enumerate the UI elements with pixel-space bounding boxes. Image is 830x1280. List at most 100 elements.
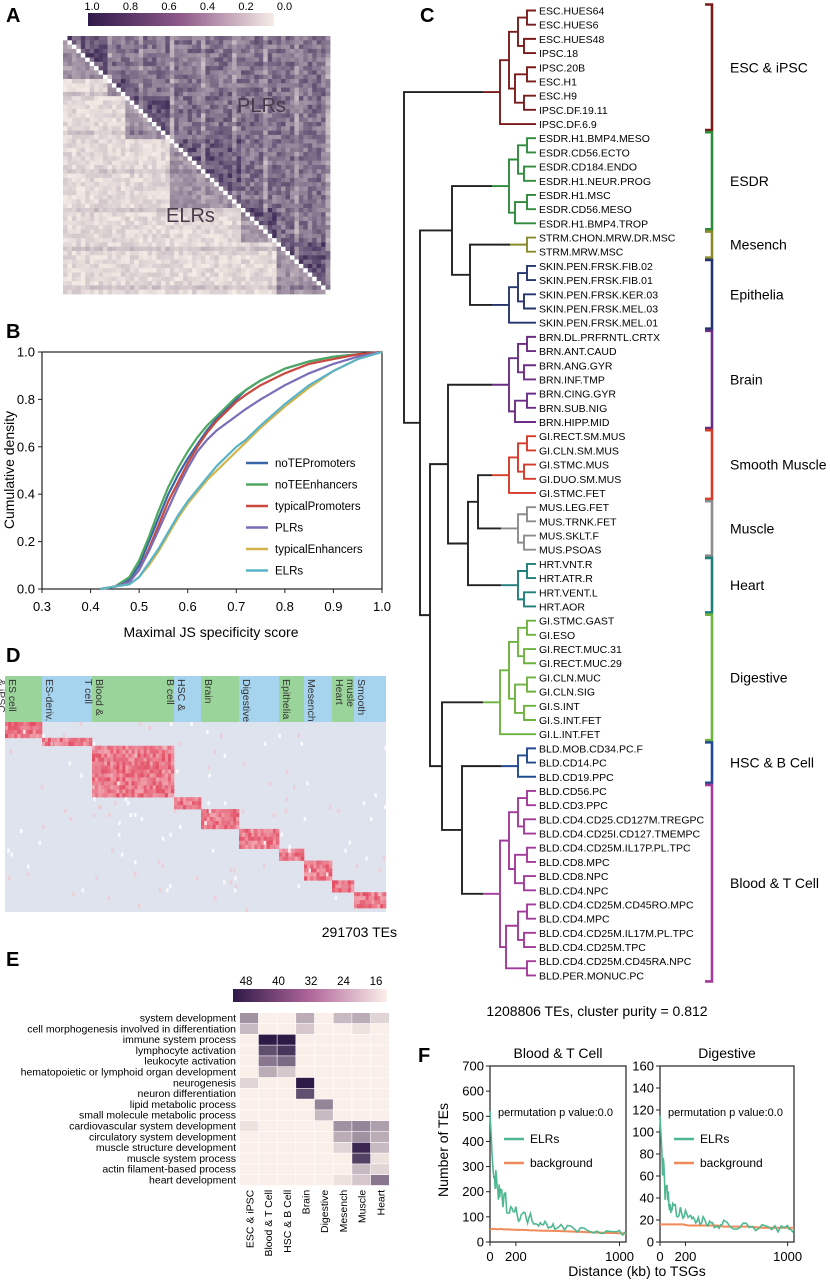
matrix-cell (294, 263, 300, 269)
matrix-cell (236, 177, 242, 183)
matrix-cell (241, 216, 246, 222)
matrix-cell (232, 289, 237, 295)
matrix-cell (316, 165, 322, 170)
leaf-label: GI.STMC.GAST (539, 616, 615, 628)
matrix-cell (169, 238, 175, 243)
matrix-cell (187, 199, 193, 205)
matrix-cell (174, 40, 180, 45)
matrix-cell (165, 87, 171, 93)
matrix-cell (236, 208, 242, 213)
matrix-cell (183, 801, 187, 806)
matrix-cell (289, 96, 295, 101)
matrix-cell (312, 220, 318, 226)
matrix-cell (249, 186, 255, 192)
group-label: Heart (333, 679, 345, 705)
matrix-cell (94, 173, 99, 179)
group-band (239, 676, 279, 722)
matrix-cell (156, 281, 162, 286)
matrix-cell (56, 737, 60, 743)
dendrogram-branch (526, 960, 536, 977)
panel-b-cumulative-plot: 0.3 0.4 0.5 0.6 0.7 0.8 0.9 1.00.00.20.40.60.81… (1, 345, 391, 641)
matrix-cell (205, 225, 211, 230)
matrix-cell (321, 177, 326, 183)
matrix-noise (176, 769, 179, 774)
matrix-cell (138, 126, 144, 131)
matrix-cell (147, 195, 153, 200)
go-cell (296, 1067, 315, 1078)
matrix-cell (227, 152, 233, 157)
matrix-noise (232, 868, 236, 873)
matrix-cell (192, 182, 197, 187)
matrix-cell (218, 117, 224, 123)
matrix-cell (103, 147, 108, 153)
matrix-cell (107, 61, 113, 67)
matrix-cell (38, 733, 43, 739)
matrix-cell (178, 57, 184, 63)
matrix-cell (152, 74, 157, 80)
matrix-cell (218, 156, 224, 162)
matrix-cell (143, 259, 148, 265)
matrix-cell (178, 113, 184, 119)
matrix-cell (103, 117, 108, 123)
matrix-cell (98, 117, 104, 123)
matrix-cell (374, 900, 378, 905)
matrix-cell (110, 785, 114, 790)
matrix-cell (143, 126, 148, 131)
matrix-cell (263, 195, 269, 200)
matrix-cell (303, 268, 309, 273)
matrix-cell (103, 57, 108, 63)
matrix-cell (196, 134, 202, 140)
matrix-cell (160, 203, 166, 209)
matrix-cell (152, 122, 157, 127)
matrix-noise (365, 856, 368, 861)
matrix-cell (89, 165, 95, 170)
matrix-cell (249, 87, 255, 93)
matrix-cell (205, 160, 211, 166)
dendrogram-branch (517, 272, 527, 303)
go-cell (258, 1056, 277, 1067)
matrix-cell (67, 87, 73, 93)
matrix-cell (321, 143, 326, 149)
matrix-cell (98, 761, 102, 766)
matrix-cell (116, 777, 120, 782)
matrix-cell (307, 83, 313, 88)
matrix-cell (263, 134, 269, 140)
matrix-cell (120, 199, 126, 205)
matrix-cell (143, 781, 147, 786)
matrix-cell (183, 70, 188, 76)
matrix-cell (63, 74, 68, 80)
matrix-cell (120, 143, 126, 149)
matrix-cell (289, 66, 295, 71)
matrix-cell (98, 199, 104, 205)
matrix-cell (281, 79, 286, 84)
matrix-cell (152, 100, 157, 106)
matrix-cell (111, 169, 117, 174)
go-term-label: cardiovascular system development (69, 1121, 236, 1133)
matrix-cell (258, 233, 264, 239)
matrix-noise (300, 741, 303, 746)
matrix-cell (125, 255, 131, 260)
matrix-cell (321, 126, 326, 131)
matrix-cell (267, 190, 273, 196)
matrix-cell (312, 66, 318, 71)
matrix-cell (254, 130, 260, 136)
matrix-cell (242, 840, 246, 846)
matrix-cell (281, 186, 286, 192)
matrix-cell (107, 66, 113, 71)
matrix-cell (206, 817, 211, 822)
matrix-cell (241, 113, 246, 119)
series-line-noTEEnhancers (100, 350, 383, 591)
matrix-cell (245, 186, 251, 192)
matrix-cell (200, 66, 206, 71)
matrix-cell (80, 61, 86, 67)
matrix-cell (147, 177, 153, 183)
matrix-cell (161, 745, 166, 751)
matrix-cell (205, 70, 211, 76)
matrix-cell (71, 134, 77, 140)
matrix-cell (143, 233, 148, 239)
matrix-cell (174, 220, 180, 226)
matrix-cell (67, 143, 73, 149)
matrix-cell (125, 156, 131, 162)
matrix-cell (236, 113, 242, 119)
matrix-cell (303, 186, 309, 192)
